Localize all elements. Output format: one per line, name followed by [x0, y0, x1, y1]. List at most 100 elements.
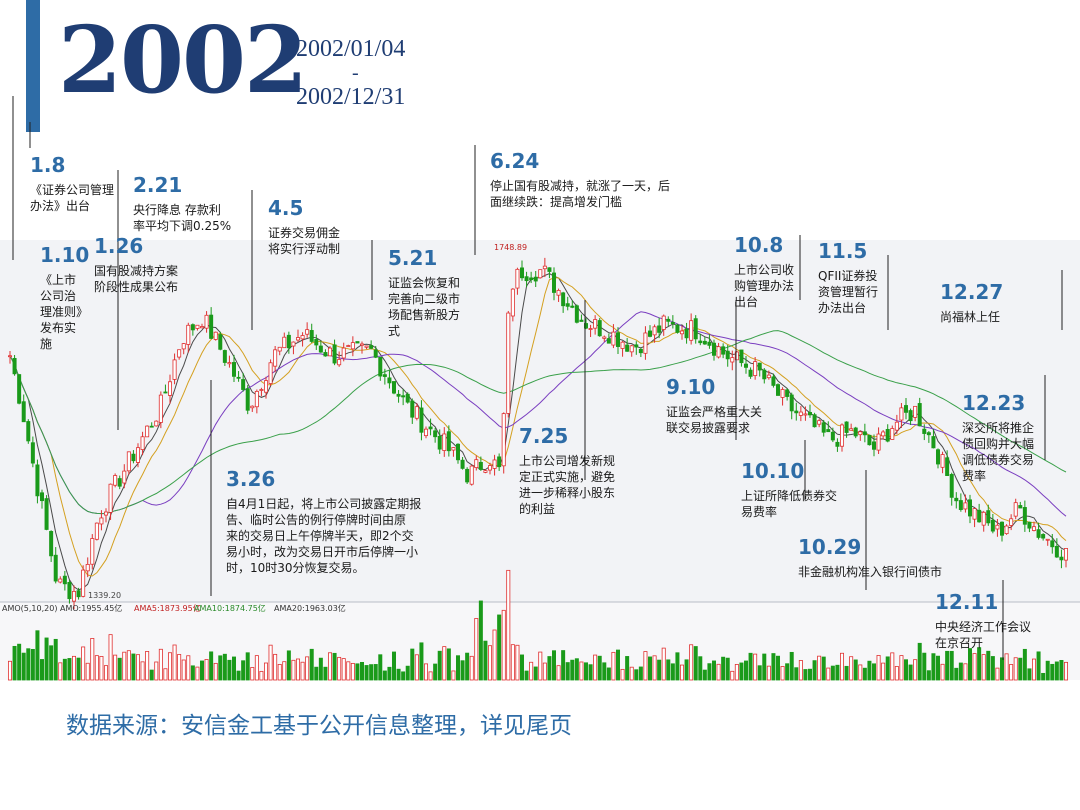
candle — [981, 511, 986, 526]
candle — [94, 522, 99, 540]
candle — [702, 340, 707, 345]
event-date-label: 5.21 — [388, 246, 437, 270]
candle — [140, 436, 145, 450]
candle — [835, 441, 840, 447]
volume-bar — [236, 670, 241, 681]
candle — [776, 384, 781, 396]
candle — [158, 394, 163, 423]
candle — [332, 344, 337, 364]
candle — [1018, 505, 1023, 509]
candle — [85, 564, 90, 572]
volume-bar — [840, 652, 845, 681]
volume-bar — [867, 660, 872, 681]
candle — [652, 326, 657, 336]
volume-bar — [359, 661, 364, 681]
event-description: 发布实 — [40, 320, 76, 335]
volume-bar — [469, 655, 474, 681]
candle — [968, 499, 973, 517]
volume-bar — [67, 658, 72, 681]
candle — [853, 427, 858, 437]
candle — [881, 431, 886, 437]
candle — [1054, 545, 1059, 558]
volume-bar — [245, 652, 250, 681]
candle — [154, 420, 159, 427]
volume-bar — [702, 669, 707, 681]
candle — [391, 381, 396, 394]
high-price-label: 1748.89 — [494, 243, 527, 252]
volume-bar — [515, 644, 520, 681]
volume-bar — [218, 655, 223, 681]
candle — [268, 362, 273, 384]
volume-bar — [58, 662, 63, 681]
volume-bar — [588, 664, 593, 681]
candle — [414, 406, 419, 419]
event-description: 调低债券交易 — [962, 452, 1034, 467]
volume-bar — [986, 650, 991, 681]
volume-bar — [680, 664, 685, 681]
candle — [30, 442, 35, 464]
volume-bar — [1045, 660, 1050, 681]
candle — [277, 346, 282, 352]
volume-bar — [542, 662, 547, 681]
volume-bar — [355, 663, 360, 681]
volume-bar — [423, 663, 428, 681]
volume-bar — [369, 664, 374, 681]
volume-bar — [908, 664, 913, 681]
volume-bar — [259, 670, 264, 681]
candle — [1064, 548, 1069, 561]
volume-bar — [862, 667, 867, 681]
volume-bar — [382, 670, 387, 681]
volume-bar — [26, 648, 31, 681]
candle — [524, 276, 529, 282]
volume-bar — [817, 655, 822, 681]
candle — [90, 538, 95, 565]
event-date-label: 7.25 — [519, 424, 568, 448]
event-description: 上证所降低债券交 — [741, 488, 837, 503]
candle — [455, 443, 460, 461]
volume-bar — [437, 650, 442, 681]
candle — [936, 449, 941, 465]
event-date-label: 1.8 — [30, 153, 65, 177]
candle — [1050, 540, 1055, 548]
volume-bar — [172, 644, 177, 681]
event-description: QFII证券投 — [818, 268, 877, 283]
volume-bar — [442, 646, 447, 681]
candle — [446, 431, 451, 452]
ma30-line — [9, 311, 1067, 517]
volume-bar — [117, 657, 122, 681]
candle — [282, 336, 287, 349]
event-description: 公司治 — [40, 289, 76, 303]
volume-bar — [638, 666, 643, 681]
candle — [474, 459, 479, 468]
volume-bar — [533, 666, 538, 681]
candle — [135, 447, 140, 463]
candle — [501, 413, 506, 467]
candle — [305, 329, 310, 335]
candle — [661, 315, 666, 330]
volume-bar — [94, 655, 99, 681]
candle — [634, 344, 639, 348]
candle — [318, 345, 323, 353]
event-description: 率平均下调0.25% — [133, 218, 231, 233]
volume-bar — [643, 651, 648, 681]
candle — [538, 269, 543, 279]
candle — [844, 421, 849, 433]
candle — [643, 332, 648, 354]
candle — [986, 510, 991, 524]
volume-bar — [433, 663, 438, 681]
candle — [126, 451, 131, 472]
candle — [894, 421, 899, 431]
ma5-line — [9, 273, 1067, 591]
volume-bar — [945, 650, 950, 681]
volume-indicator-label: AMA5:1873.95亿 — [134, 603, 201, 613]
volume-bar — [487, 645, 492, 681]
candle — [977, 509, 982, 523]
candle — [689, 320, 694, 341]
candle — [35, 464, 40, 497]
volume-bar — [652, 655, 657, 681]
volume-bar — [707, 663, 712, 681]
volume-bar — [972, 653, 977, 681]
volume-bar — [620, 668, 625, 681]
candle — [1041, 534, 1046, 539]
candle — [826, 429, 831, 433]
